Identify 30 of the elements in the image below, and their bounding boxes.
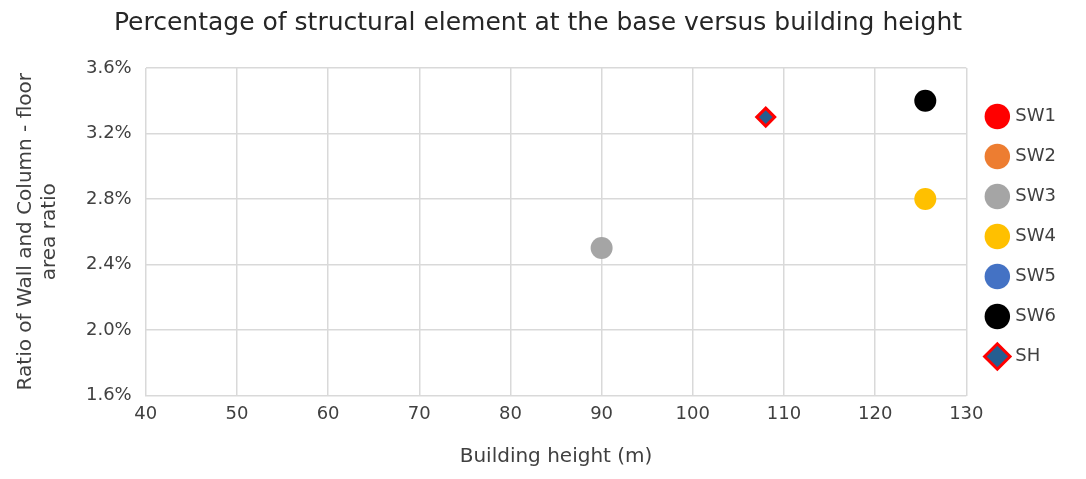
y-tick-label: 3.6% — [86, 55, 132, 77]
x-tick-label: 100 — [675, 401, 710, 423]
y-tick-label: 3.2% — [86, 121, 132, 143]
legend-label: SW6 — [1015, 304, 1057, 326]
x-axis-title: Building height (m) — [459, 443, 653, 468]
x-tick-label: 70 — [407, 401, 431, 423]
point — [914, 89, 937, 112]
x-tick-label: 40 — [134, 401, 158, 423]
legend-label: SW1 — [1015, 104, 1057, 126]
point — [914, 187, 937, 210]
legend-label: SW2 — [1015, 144, 1057, 166]
x-tick-label: 110 — [766, 401, 802, 423]
chart-title: Percentage of structural element at the base versus building height — [113, 6, 963, 36]
point — [755, 106, 777, 128]
x-tick-label: 50 — [225, 401, 249, 423]
x-tick-label: 60 — [316, 401, 340, 423]
y-tick-label: 1.6% — [86, 383, 132, 405]
x-tick-label: 90 — [590, 401, 614, 423]
x-tick-label: 80 — [498, 401, 522, 423]
y-tick-label: 2.4% — [86, 252, 132, 274]
x-tick-label: 130 — [949, 401, 984, 423]
y-tick-label: 2.0% — [86, 317, 132, 339]
legend-label: SW4 — [1015, 224, 1057, 246]
y-tick-label: 2.8% — [86, 186, 132, 208]
legend-label: SW3 — [1015, 184, 1057, 206]
point — [590, 237, 613, 260]
legend-label: SW5 — [1015, 264, 1057, 286]
x-tick-label: 120 — [857, 401, 893, 423]
legend-label: SH — [1015, 344, 1041, 366]
y-axis-title: Ratio of Wall and Column - floor area ratio — [12, 72, 61, 391]
